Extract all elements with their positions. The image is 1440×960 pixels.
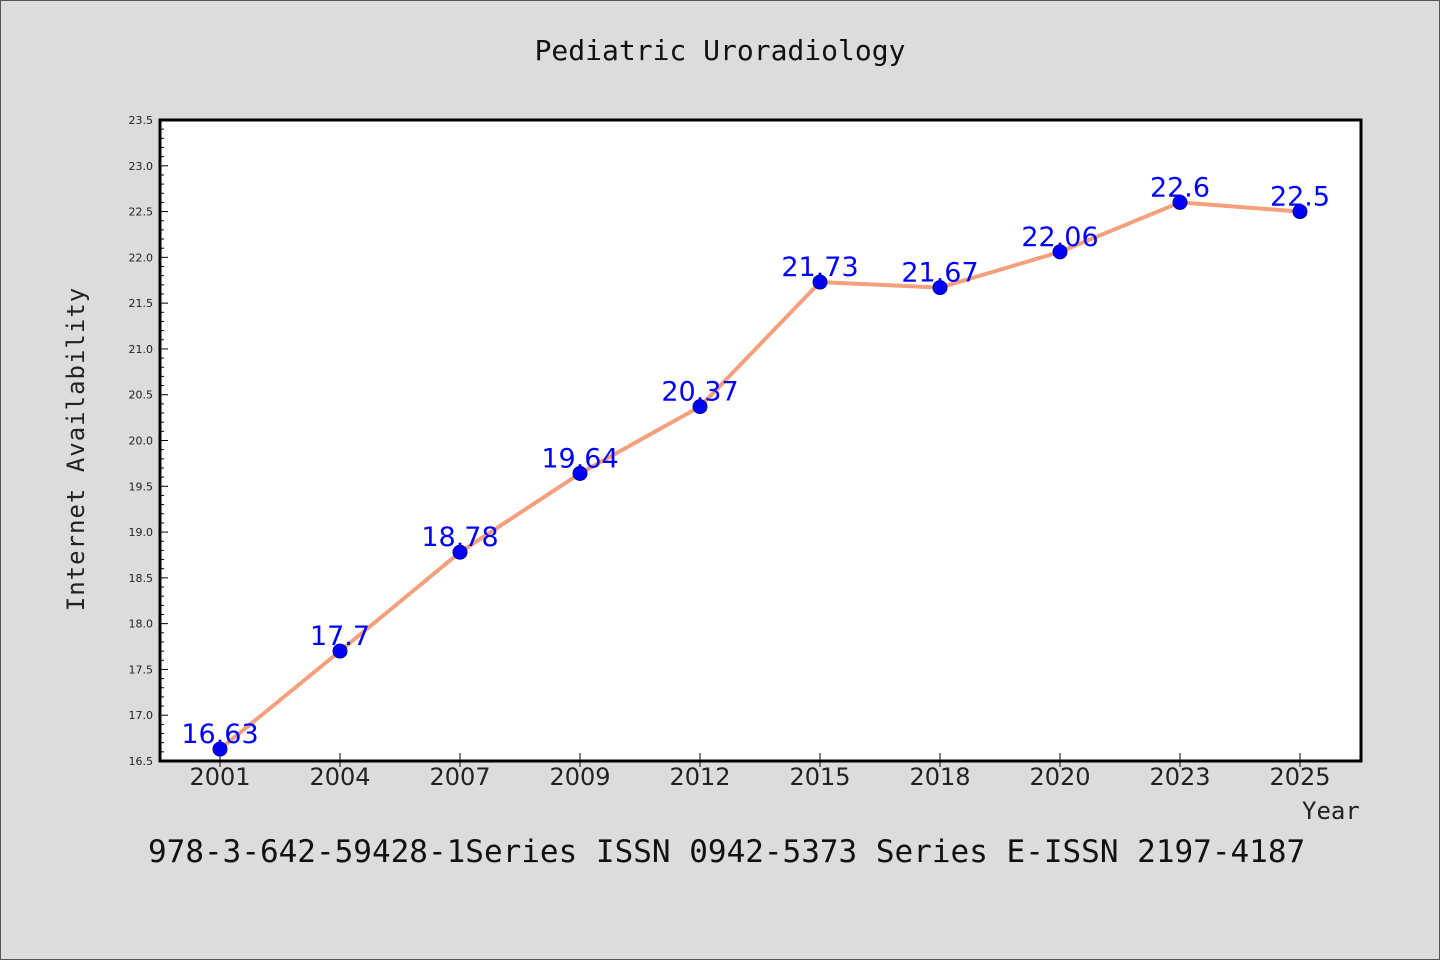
y-tick-label: 16.5 — [129, 755, 154, 768]
data-point — [1292, 204, 1308, 220]
x-axis-label: Year — [1302, 797, 1360, 825]
data-point — [332, 643, 348, 659]
x-tick-label: 2009 — [549, 763, 610, 791]
data-label: 18.78 — [421, 522, 498, 553]
y-tick-label: 21.5 — [129, 297, 154, 310]
x-tick-label: 2012 — [669, 763, 730, 791]
data-label: 21.67 — [901, 258, 978, 289]
plot-border — [158, 118, 1363, 763]
data-label: 19.64 — [541, 443, 618, 474]
y-tick-label: 18.0 — [129, 618, 154, 631]
x-tick-label: 2007 — [429, 763, 490, 791]
y-tick-label: 18.5 — [129, 572, 154, 585]
data-point — [932, 280, 948, 296]
data-label: 21.73 — [781, 252, 858, 283]
y-tick-label: 20.5 — [129, 389, 154, 402]
x-tick-label: 2025 — [1269, 763, 1330, 791]
data-label: 22.5 — [1270, 182, 1330, 213]
data-label: 16.63 — [181, 719, 258, 750]
footer-text: 978-3-642-59428-1Series ISSN 0942-5373 S… — [148, 834, 1306, 870]
y-tick-label: 23.0 — [129, 160, 154, 173]
y-tick-label: 20.0 — [129, 435, 154, 448]
x-tick-label: 2023 — [1149, 763, 1210, 791]
y-tick-label: 21.0 — [129, 343, 154, 356]
data-label: 17.7 — [310, 621, 370, 652]
series-line — [218, 200, 1301, 751]
y-tick-label: 19.5 — [129, 480, 154, 493]
x-tick-label: 2015 — [789, 763, 850, 791]
y-tick-label: 19.0 — [129, 526, 154, 539]
data-point — [1052, 244, 1068, 260]
y-tick-label: 22.5 — [129, 206, 154, 219]
data-point — [812, 274, 828, 290]
x-tick-label: 2020 — [1029, 763, 1090, 791]
y-tick-label: 17.0 — [129, 709, 154, 722]
data-point — [692, 399, 708, 415]
data-point — [452, 544, 468, 560]
data-label: 22.06 — [1021, 222, 1098, 253]
data-point — [572, 465, 588, 481]
x-tick-label: 2001 — [189, 763, 250, 791]
y-tick-label: 23.5 — [129, 114, 154, 127]
chart-title: Pediatric Uroradiology — [534, 34, 906, 67]
data-label: 20.37 — [661, 377, 738, 408]
data-point — [212, 741, 228, 757]
x-tick-label: 2004 — [309, 763, 370, 791]
y-tick-label: 17.5 — [129, 663, 154, 676]
x-tick-label: 2018 — [909, 763, 970, 791]
y-tick-label: 22.0 — [129, 251, 154, 264]
data-point — [1172, 194, 1188, 210]
data-label: 22.6 — [1150, 172, 1210, 203]
plot-area — [160, 120, 1361, 761]
